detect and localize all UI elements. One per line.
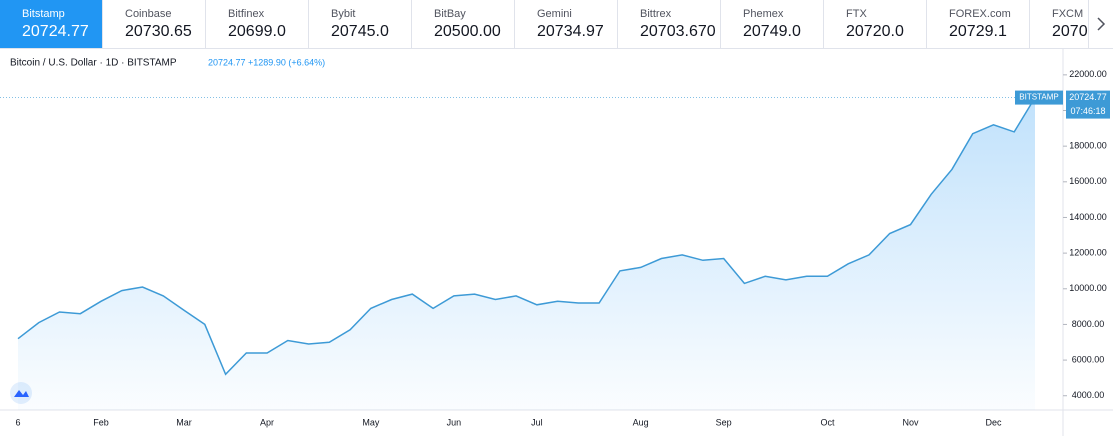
chart-title: Bitcoin / U.S. Dollar · 1D · BITSTAMP — [10, 58, 177, 69]
x-tick-label: Jul — [531, 417, 543, 427]
exchange-name: FTX — [846, 8, 867, 20]
x-tick-label: 6 — [15, 417, 20, 427]
exchange-tab[interactable]: Gemini 20734.97 — [515, 0, 618, 48]
exchange-price: 20734.97 — [537, 23, 604, 40]
arrow-icon — [1097, 17, 1106, 31]
exchange-tab[interactable]: Bitstamp 20724.77 — [0, 0, 103, 48]
y-tick-label: 4000.00 — [1072, 390, 1105, 400]
x-tick-label: Aug — [633, 417, 649, 427]
y-tick-label: 12000.00 — [1069, 247, 1107, 257]
x-tick-label: Feb — [93, 417, 109, 427]
exchange-name: FXCM — [1052, 8, 1084, 20]
exchange-tab[interactable]: FOREX.com 20729.1 — [927, 0, 1030, 48]
chart-subtitle: 20724.77 +1289.90 (+6.64%) — [208, 57, 325, 67]
y-tick-label: 8000.00 — [1072, 319, 1105, 329]
exchange-price: 20720.0 — [846, 23, 904, 40]
y-tick-label: 6000.00 — [1072, 354, 1105, 364]
y-tick-label: 10000.00 — [1069, 283, 1107, 293]
exchange-price: 20724.77 — [22, 23, 89, 40]
y-tick-label: 18000.00 — [1069, 141, 1107, 151]
exchange-tab[interactable]: BitBay 20500.00 — [412, 0, 515, 48]
x-tick-label: May — [362, 417, 380, 427]
exchange-price: 20708 — [1052, 23, 1097, 40]
exchange-name: FOREX.com — [949, 8, 1011, 20]
exchange-price: 20500.00 — [434, 23, 501, 40]
exchange-tab[interactable]: Bittrex 20703.670 — [618, 0, 721, 48]
chart: Bitcoin / U.S. Dollar · 1D · BITSTAMP 20… — [0, 49, 1113, 436]
exchange-name: Phemex — [743, 8, 784, 20]
exchange-tab[interactable]: Bitfinex 20699.0 — [206, 0, 309, 48]
exchange-name: Bittrex — [640, 8, 672, 20]
exchange-tab[interactable]: Coinbase 20730.65 — [103, 0, 206, 48]
x-tick-label: Apr — [260, 417, 274, 427]
y-tick-label: 16000.00 — [1069, 176, 1107, 186]
exchange-name: Bitstamp — [22, 8, 65, 20]
exchange-name: Coinbase — [125, 8, 172, 20]
exchange-tab[interactable]: Phemex 20749.0 — [721, 0, 824, 48]
price-area — [18, 97, 1035, 410]
exchange-tabs: Bitstamp 20724.77 Coinbase 20730.65 Bitfinex… — [0, 0, 1113, 49]
exchange-name: Bybit — [331, 8, 356, 20]
exchange-price: 20749.0 — [743, 23, 801, 40]
exchange-name: BitBay — [434, 8, 466, 20]
exchange-price: 20703.670 — [640, 23, 716, 40]
x-tick-label: Mar — [176, 417, 192, 427]
x-tick-label: Jun — [447, 417, 462, 427]
x-tick-label: Sep — [716, 417, 732, 427]
y-tick-label: 14000.00 — [1069, 212, 1107, 222]
price-tag: BITSTAMP — [1019, 93, 1058, 102]
exchange-name: Gemini — [537, 8, 572, 20]
x-tick-label: Nov — [902, 417, 919, 427]
price-line — [17, 97, 1036, 376]
scroll-right[interactable] — [1088, 0, 1113, 48]
exchange-price: 20745.0 — [331, 23, 389, 40]
x-tick-label: Oct — [820, 417, 835, 427]
exchange-tab[interactable]: Bybit 20745.0 — [309, 0, 412, 48]
exchange-price: 20699.0 — [228, 23, 286, 40]
exchange-price: 20729.1 — [949, 23, 1007, 40]
price-tag-bg — [1015, 90, 1063, 105]
last-price-bg — [1066, 90, 1110, 119]
x-tick-label: Dec — [985, 417, 1002, 427]
exchange-tab[interactable]: FTX 20720.0 — [824, 0, 927, 48]
last-price-label: 20724.77 — [1069, 92, 1107, 102]
exchange-price: 20730.65 — [125, 23, 192, 40]
y-tick-label: 22000.00 — [1069, 69, 1107, 79]
exchange-tab[interactable]: FXCM 20708 — [1030, 0, 1113, 48]
exchange-name: Bitfinex — [228, 8, 265, 20]
countdown: 07:46:18 — [1070, 106, 1105, 116]
